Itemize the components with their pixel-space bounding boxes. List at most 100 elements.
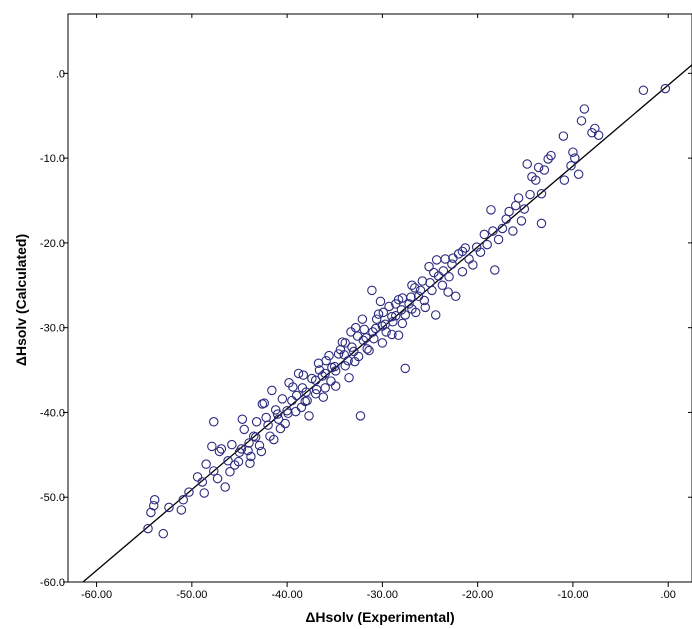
data-point	[384, 301, 394, 312]
data-point	[259, 398, 269, 408]
data-point	[296, 402, 307, 413]
data-point	[593, 130, 604, 140]
data-point	[539, 165, 550, 175]
data-point	[419, 295, 430, 306]
data-point	[158, 528, 169, 539]
data-point	[349, 356, 360, 367]
data-point	[343, 355, 353, 366]
data-point	[488, 226, 498, 236]
data-point	[298, 370, 309, 380]
data-point	[209, 466, 219, 476]
data-point	[482, 239, 492, 250]
data-point	[184, 487, 194, 497]
data-point	[287, 395, 297, 406]
data-point	[579, 104, 590, 114]
data-point	[280, 418, 290, 429]
data-point	[431, 255, 442, 265]
data-point	[275, 423, 286, 434]
data-point	[250, 432, 261, 442]
data-point	[272, 409, 283, 419]
data-point	[457, 246, 468, 257]
data-point	[536, 218, 547, 229]
data-point	[283, 408, 293, 419]
x-axis-title: ΔHsolv (Experimental)	[305, 609, 454, 625]
data-point	[424, 261, 434, 272]
data-point	[407, 280, 417, 291]
data-point	[375, 296, 386, 307]
data-point	[660, 83, 671, 94]
data-point	[420, 302, 430, 313]
data-point	[525, 189, 535, 200]
data-point	[344, 372, 354, 383]
y-tick-label: -10.0	[40, 153, 65, 165]
x-tick-label: -40.00	[272, 589, 303, 601]
x-tick-label: -30.00	[367, 589, 398, 601]
y-tick-label: -20.0	[40, 238, 65, 250]
data-point	[522, 159, 532, 169]
data-point	[387, 311, 397, 322]
data-point	[387, 329, 397, 340]
y-axis-title: ΔHsolv (Calculated)	[13, 234, 29, 366]
data-point	[176, 505, 187, 515]
data-point	[263, 420, 273, 430]
data-point	[269, 434, 279, 445]
data-point	[311, 384, 322, 395]
data-point	[369, 333, 379, 344]
data-point	[223, 456, 233, 466]
data-point	[448, 253, 458, 263]
data-point	[201, 459, 211, 469]
data-point	[546, 150, 556, 161]
data-point	[207, 441, 217, 452]
data-point	[346, 327, 356, 337]
data-point	[407, 304, 417, 314]
data-point	[573, 169, 584, 179]
data-point	[357, 314, 368, 324]
data-point	[270, 405, 281, 415]
data-point	[460, 243, 471, 253]
data-point	[314, 365, 325, 375]
data-point	[390, 299, 401, 309]
data-point	[304, 411, 314, 421]
y-tick-label: -30.0	[40, 323, 65, 335]
data-point	[293, 368, 304, 379]
data-point	[468, 260, 478, 270]
data-point	[504, 206, 514, 217]
data-point	[329, 361, 340, 372]
data-point	[437, 280, 448, 291]
data-point	[543, 154, 553, 164]
data-point	[447, 259, 457, 269]
data-point	[143, 523, 153, 534]
data-point	[513, 193, 524, 203]
data-point	[349, 346, 359, 357]
data-point	[273, 414, 284, 424]
data-point	[214, 446, 225, 457]
data-point	[352, 331, 363, 341]
data-point	[438, 266, 449, 276]
data-point	[256, 446, 267, 457]
data-point	[486, 205, 496, 215]
data-point	[450, 291, 461, 302]
data-point	[490, 265, 500, 275]
data-point	[148, 500, 159, 511]
data-point	[508, 226, 518, 236]
data-point	[378, 307, 389, 318]
data-point	[429, 267, 439, 278]
data-point	[251, 417, 262, 427]
data-point	[347, 342, 357, 352]
data-point	[277, 394, 288, 404]
data-point	[326, 376, 336, 386]
data-point	[519, 204, 530, 214]
data-point	[516, 216, 527, 226]
data-point	[225, 467, 235, 477]
data-point	[368, 327, 378, 337]
data-point	[444, 272, 454, 282]
data-point	[531, 175, 541, 185]
data-point	[388, 316, 398, 327]
data-point	[568, 147, 578, 157]
data-point	[475, 247, 486, 257]
data-point	[355, 411, 366, 421]
data-point	[377, 338, 388, 348]
y-tick-label: -40.0	[40, 407, 65, 419]
data-point	[178, 495, 189, 505]
